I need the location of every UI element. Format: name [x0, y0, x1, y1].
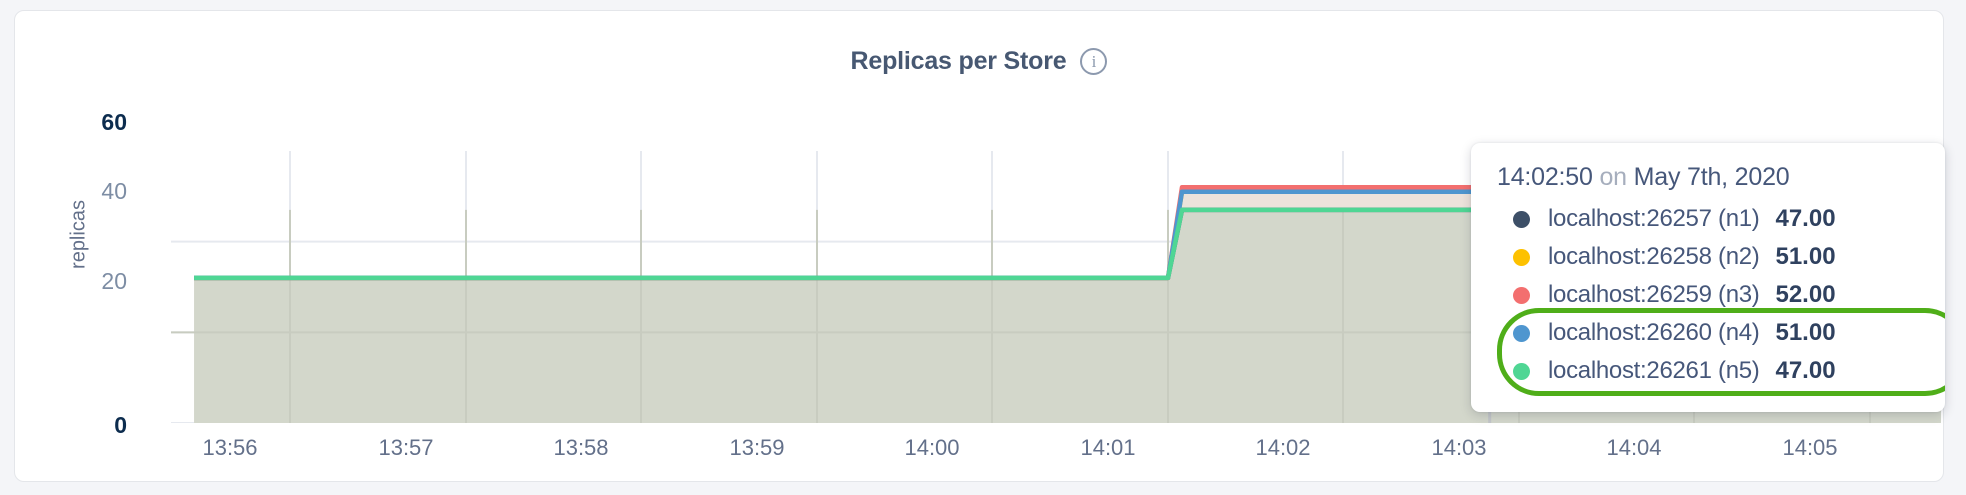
series-label: localhost:26261 (n5) [1548, 357, 1760, 384]
series-label: localhost:26260 (n4) [1548, 319, 1760, 346]
series-value: 47.00 [1775, 357, 1836, 384]
series-label: localhost:26258 (n2) [1548, 243, 1760, 270]
info-icon[interactable]: i [1080, 48, 1108, 75]
tooltip-timestamp: 14:02:50 on May 7th, 2020 [1497, 163, 1919, 192]
chart-card: Replicas per Store i replicas 60 40 20 0… [14, 10, 1945, 482]
y-axis-tick-60: 60 [101, 109, 127, 135]
tooltip-row: localhost:26261 (n5) 47.00 [1497, 352, 1919, 390]
tooltip-row: localhost:26260 (n4) 51.00 [1497, 314, 1919, 352]
tooltip-row: localhost:26257 (n1) 47.00 [1497, 200, 1919, 238]
series-color-dot [1513, 210, 1530, 228]
x-axis-tick-1405: 14:05 [1782, 435, 1838, 460]
series-value: 51.00 [1775, 243, 1836, 270]
y-axis-tick-0: 0 [114, 412, 127, 438]
y-axis-tick-20: 20 [101, 268, 127, 294]
x-axis-tick-1356: 13:56 [202, 435, 258, 460]
y-axis-tick-40: 40 [101, 178, 127, 204]
hover-tooltip: 14:02:50 on May 7th, 2020 localhost:2625… [1471, 143, 1945, 412]
series-color-dot [1513, 324, 1530, 342]
series-label: localhost:26257 (n1) [1548, 205, 1760, 232]
series-color-dot [1513, 362, 1530, 380]
tooltip-row: localhost:26259 (n3) 52.00 [1497, 276, 1919, 314]
chart-header: Replicas per Store i [15, 47, 1943, 76]
x-axis-tick-1359: 13:59 [729, 435, 785, 460]
series-value: 47.00 [1775, 205, 1836, 232]
x-axis-tick-1404: 14:04 [1606, 435, 1662, 460]
x-axis-tick-1403: 14:03 [1431, 435, 1487, 460]
tooltip-series-list: localhost:26257 (n1) 47.00 localhost:26258… [1497, 200, 1945, 396]
info-icon-glyph: i [1091, 52, 1097, 71]
page-title: Replicas per Store [850, 47, 1067, 75]
tooltip-date: May 7th, 2020 [1633, 163, 1790, 191]
series-color-dot [1513, 248, 1530, 266]
series-value: 52.00 [1775, 281, 1836, 308]
series-label: localhost:26259 (n3) [1548, 281, 1760, 308]
tooltip-time: 14:02:50 [1497, 163, 1593, 191]
x-axis-tick-1358: 13:58 [553, 435, 609, 460]
x-axis-tick-1400: 14:00 [904, 435, 960, 460]
x-axis-tick-1402: 14:02 [1255, 435, 1311, 460]
tooltip-on-word: on [1599, 163, 1627, 191]
x-axis-tick-1357: 13:57 [378, 435, 434, 460]
series-color-dot [1513, 286, 1530, 304]
x-axis-tick-1401: 14:01 [1080, 435, 1136, 460]
tooltip-row: localhost:26258 (n2) 51.00 [1497, 238, 1919, 276]
series-value: 51.00 [1775, 319, 1836, 346]
